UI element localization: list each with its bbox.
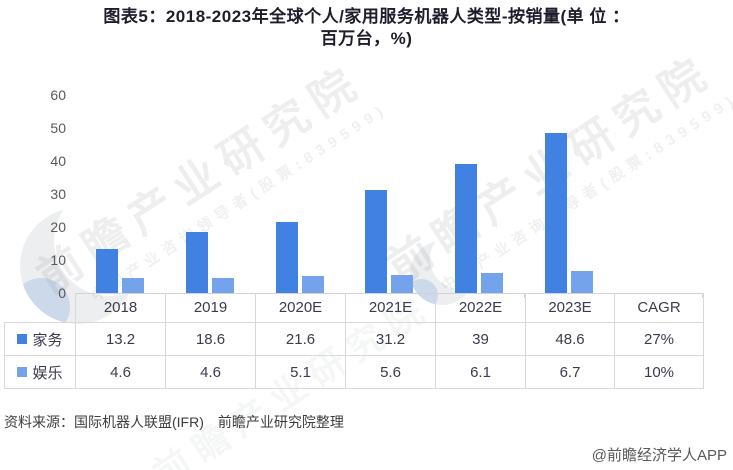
bar-娱乐-2020E <box>301 276 324 293</box>
legend-swatch-icon <box>17 334 28 344</box>
y-axis-tick-label: 60 <box>50 87 66 103</box>
page-title: 图表5：2018-2023年全球个人/家用服务机器人类型-按销量(单 位 ： 百… <box>0 6 733 50</box>
bar-家务-2022E <box>455 164 478 293</box>
table-value-cell: 4.6 <box>75 355 166 389</box>
table-value-cell: 31.2 <box>345 322 436 356</box>
column-header-2023E: 2023E <box>525 293 615 323</box>
bar-group-2018 <box>75 85 165 293</box>
table-value-cell: 6.1 <box>435 355 526 389</box>
table-value-cell: 13.2 <box>75 322 166 356</box>
table-value-cell: 21.6 <box>255 322 346 356</box>
bar-娱乐-2018 <box>122 277 144 293</box>
table-value-cell: 6.7 <box>525 355 615 389</box>
legend-swatch-icon <box>17 367 28 377</box>
title-line-1: 图表5：2018-2023年全球个人/家用服务机器人类型-按销量(单 位 ： <box>103 7 630 26</box>
bar-家务-2023E <box>545 132 568 293</box>
plot-area <box>75 85 703 298</box>
table-value-cell: 39 <box>435 322 526 356</box>
table-corner-cell <box>5 293 76 323</box>
bar-家务-2018 <box>96 249 118 293</box>
bar-娱乐-2022E <box>481 272 504 293</box>
table-row-家务: 家务 13.2 18.6 21.6 31.2 39 48.6 27% <box>4 322 704 356</box>
column-header-2022E: 2022E <box>435 293 526 323</box>
column-header-2020E: 2020E <box>255 293 346 323</box>
bar-groups <box>75 85 614 293</box>
column-header-CAGR: CAGR <box>614 293 704 323</box>
bar-家务-2019 <box>185 231 208 293</box>
table-value-cell: 5.1 <box>255 355 346 389</box>
table-header-row: 2018 2019 2020E 2021E 2022E 2023E CAGR <box>5 293 704 323</box>
credit-note: @前瞻经济学人APP <box>591 447 727 464</box>
y-axis-tick-label: 40 <box>50 153 66 169</box>
bar-娱乐-2019 <box>211 277 234 293</box>
bar-group-2019 <box>165 85 255 293</box>
bar-group-2020E <box>255 85 345 293</box>
bar-group-2022E <box>434 85 524 293</box>
series-label: 娱乐 <box>32 364 63 382</box>
series-label: 家务 <box>32 331 63 349</box>
table-value-cell: 18.6 <box>165 322 256 356</box>
bar-娱乐-2023E <box>571 270 594 293</box>
title-line-2: 百万台，%) <box>320 29 413 48</box>
bar-chart: 60 50 40 30 20 10 0 <box>0 85 733 301</box>
bar-group-2023E <box>524 85 614 293</box>
column-header-2021E: 2021E <box>345 293 436 323</box>
table-value-cell: 48.6 <box>525 322 615 356</box>
data-table: 2018 2019 2020E 2021E 2022E 2023E CAGR 家务 13.2 18… <box>4 293 704 389</box>
y-axis-tick-label: 50 <box>50 120 66 136</box>
column-header-2019: 2019 <box>165 293 256 323</box>
series-label-cell: 娱乐 <box>4 355 76 389</box>
series-label-cell: 家务 <box>4 322 76 356</box>
table-value-cell: 27% <box>614 322 704 356</box>
table-row-娱乐: 娱乐 4.6 4.6 5.1 5.6 6.1 6.7 10% <box>4 355 704 389</box>
bar-group-2021E <box>344 85 434 293</box>
bar-娱乐-2021E <box>391 274 414 293</box>
y-axis-tick-label: 0 <box>58 285 66 301</box>
bar-家务-2021E <box>365 190 388 293</box>
table-value-cell: 10% <box>614 355 704 389</box>
y-axis-tick-label: 20 <box>50 219 66 235</box>
y-axis-tick-label: 10 <box>50 252 66 268</box>
column-header-2018: 2018 <box>75 293 166 323</box>
source-note: 资料来源：国际机器人联盟(IFR) 前瞻产业研究院整理 <box>4 414 344 430</box>
table-value-cell: 4.6 <box>165 355 256 389</box>
table-value-cell: 5.6 <box>345 355 436 389</box>
bar-家务-2020E <box>275 221 298 293</box>
y-axis-tick-label: 30 <box>50 186 66 202</box>
